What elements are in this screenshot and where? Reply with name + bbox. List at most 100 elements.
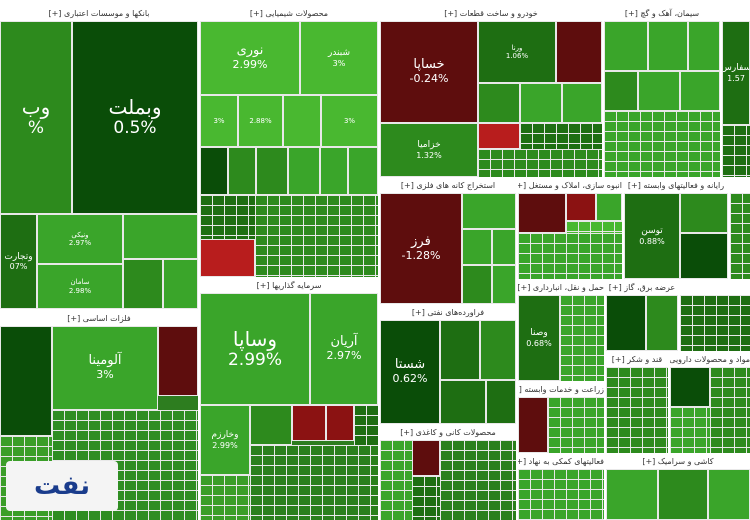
stock-tile[interactable]: خزامیا 1.32% [380,123,478,177]
stock-tile[interactable] [556,21,602,83]
stock-tile[interactable] [566,193,596,221]
stock-tile[interactable]: 3% [200,95,238,147]
stock-tile[interactable] [596,193,622,221]
stock-tile[interactable] [670,367,710,407]
stock-tile[interactable] [158,326,198,396]
stock-name: نوری [236,43,264,59]
stock-tile[interactable] [462,265,492,304]
stock-tile[interactable]: شبندر 3% [300,21,378,95]
stock-tile[interactable] [478,83,520,123]
stock-tile[interactable] [200,239,255,277]
stock-tile[interactable]: سامان 2.98% [37,264,123,309]
stock-name: خساپا [413,57,445,73]
sector-auto[interactable]: خودرو و ساخت قطعات [+] خساپا -0.24% ورنا… [380,7,602,177]
sector-support[interactable]: فعالیتهای کمکی به نهاد [+] [518,455,604,520]
stock-tile[interactable] [638,71,680,111]
sector-right-strip[interactable]: سفارس 1.57 [722,7,750,177]
stock-tile[interactable]: وبملت 0.5% [72,21,198,214]
sector-ceramic[interactable]: کاشی و سرامیک [+] [606,455,750,520]
small-tiles [606,367,668,453]
stock-tile[interactable] [440,380,486,424]
stock-tile[interactable] [163,259,198,309]
stock-tile[interactable]: آلومینا 3% [52,326,158,410]
stock-tile[interactable] [708,469,750,520]
stock-tile[interactable]: نوری 2.99% [200,21,300,95]
stock-tile[interactable] [123,214,198,259]
stock-tile[interactable] [462,229,492,265]
small-tiles [520,123,602,149]
sector-investment[interactable]: سرمایه گذاریها [+] وساپا 2.99% آریان 2.9… [200,279,378,520]
stock-tile[interactable] [200,147,228,195]
stock-tile[interactable] [492,229,516,265]
stock-change: 1.32% [416,150,442,160]
stock-tile[interactable]: سفارس 1.57 [722,21,750,125]
sector-transport[interactable]: حمل و نقل، انبارداری [+] وصنا 0.68% [518,281,604,381]
stock-tile[interactable]: فرز -1.28% [380,193,462,304]
stock-tile[interactable]: وساپا 2.99% [200,293,310,405]
sector-petroleum[interactable]: فراورده‌های نفتی [+] شستا 0.62% [380,306,516,424]
stock-tile[interactable] [250,405,292,445]
stock-tile[interactable]: خساپا -0.24% [380,21,478,123]
sector-right-strip-2[interactable] [730,179,750,279]
stock-tile[interactable] [256,147,288,195]
stock-tile[interactable]: ونیکی 2.97% [37,214,123,264]
stock-tile[interactable] [518,193,566,233]
sector-misc-right[interactable] [680,281,750,351]
stock-tile[interactable] [680,193,728,233]
stock-tile[interactable] [646,295,678,351]
stock-tile[interactable] [486,380,516,424]
stock-tile[interactable]: ورنا 1.06% [478,21,556,83]
stock-tile[interactable]: 2.88% [238,95,283,147]
stock-change: 0.62% [392,372,428,386]
stock-tile[interactable] [562,83,602,123]
stock-tile[interactable] [480,320,516,380]
sector-basic-metals[interactable]: فلزات اساسی [+] آلومینا 3% [0,312,198,520]
sector-real-estate[interactable]: انبوه سازی، املاک و مستغل [+] [518,179,622,279]
stock-tile[interactable] [228,147,256,195]
stock-tile[interactable] [604,71,638,111]
stock-tile[interactable] [658,469,708,520]
sector-misc-right-2[interactable]: مواد و محصولات دارویی [+] [670,353,750,453]
stock-tile[interactable] [606,469,658,520]
stock-tile[interactable] [462,193,516,229]
stock-tile[interactable]: وب % [0,21,72,214]
stock-tile[interactable] [680,233,728,279]
stock-tile[interactable]: وتجارت 07% [0,214,37,309]
stock-tile[interactable]: وخارزم 2.99% [200,405,250,475]
sector-chemical[interactable]: محصولات شیمیایی [+] نوری 2.99% شبندر 3% … [200,7,378,277]
stock-tile[interactable]: 3% [321,95,378,147]
stock-tile[interactable] [492,265,516,304]
sector-header: استخراج کانه های فلزی [+] [380,179,516,194]
stock-tile[interactable] [688,21,720,71]
stock-tile[interactable] [283,95,321,147]
stock-tile[interactable] [440,320,480,380]
stock-tile[interactable] [326,405,354,441]
stock-tile[interactable] [478,123,520,149]
stock-tile[interactable] [606,295,646,351]
sector-metal-ore[interactable]: استخراج کانه های فلزی [+] فرز -1.28% [380,179,516,304]
stock-tile[interactable] [123,259,163,309]
sector-minerals[interactable]: محصولات کانی و کاغذی [+] [380,426,516,520]
sector-computer[interactable]: رایانه و فعالیتهای وابسته [+] توسن 0.88% [624,179,728,279]
stock-tile[interactable] [518,397,548,453]
stock-tile[interactable] [680,71,720,111]
sector-cement[interactable]: سیمان، آهک و گچ [+] [604,7,720,177]
stock-tile[interactable] [604,21,648,71]
stock-tile[interactable]: وصنا 0.68% [518,295,560,381]
stock-tile[interactable]: توسن 0.88% [624,193,680,279]
stock-tile[interactable] [648,21,688,71]
stock-tile[interactable] [348,147,378,195]
stock-tile[interactable] [412,440,440,476]
stock-tile[interactable] [288,147,320,195]
stock-tile[interactable] [292,405,326,441]
stock-tile[interactable]: آریان 2.97% [310,293,378,405]
stock-tile[interactable] [520,83,562,123]
stock-tile[interactable] [0,326,52,436]
sector-food[interactable]: قند و شکر [+] [606,353,668,453]
sector-utilities[interactable]: عرضه برق، گاز [+] [606,281,678,351]
stock-tile[interactable] [320,147,348,195]
stock-tile[interactable]: شستا 0.62% [380,320,440,424]
sector-agriculture[interactable]: زراعت و خدمات وابسته [+] [518,383,604,453]
sector-banks[interactable]: بانکها و موسسات اعتباری [+] وب % وبملت 0… [0,7,198,309]
